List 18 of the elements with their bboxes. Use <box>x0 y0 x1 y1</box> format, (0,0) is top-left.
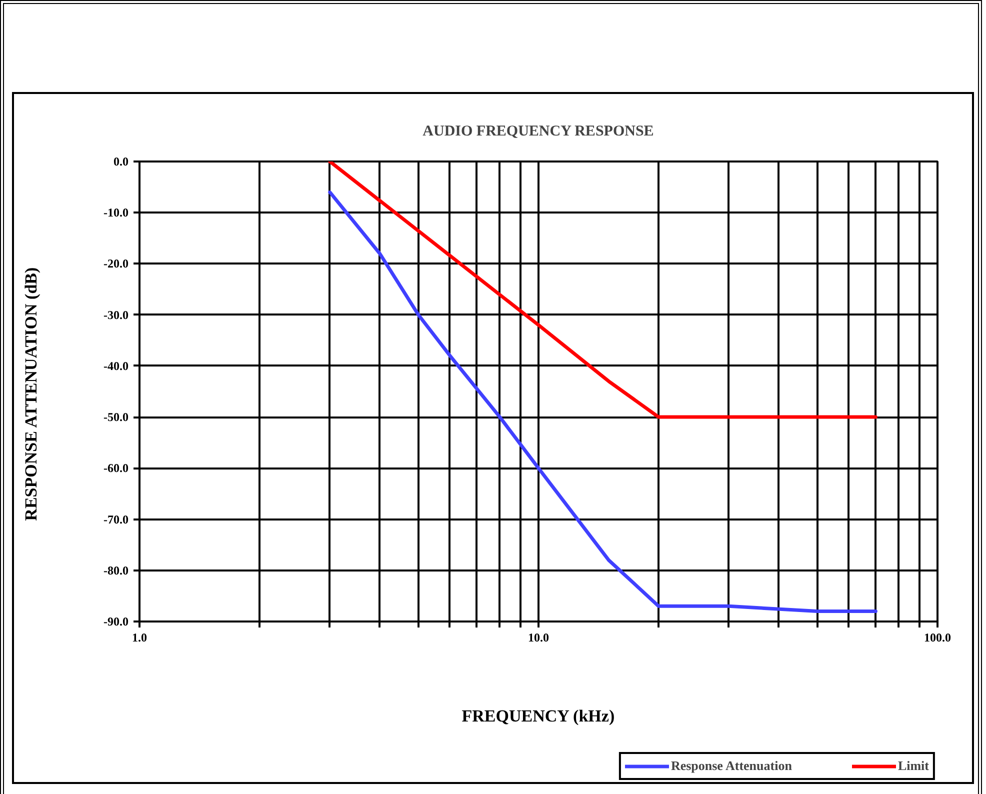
x-tick-label: 1.0 <box>132 630 147 644</box>
y-tick-label: -40.0 <box>104 358 129 373</box>
y-tick-label: -10.0 <box>104 206 129 220</box>
y-tick-label: -20.0 <box>104 256 129 271</box>
y-tick-label: -60.0 <box>104 461 129 476</box>
y-tick-label: -70.0 <box>104 512 129 526</box>
x-axis-title: FREQUENCY (kHz) <box>462 706 615 726</box>
legend-label: Response Attenuation <box>670 758 792 774</box>
y-tick-label: -30.0 <box>104 308 129 322</box>
y-axis-title: RESPONSE ATTENUATION (dB) <box>22 267 41 521</box>
y-tick-label: 0.0 <box>114 154 128 168</box>
x-tick-label: 10.0 <box>528 630 549 644</box>
legend-label: Limit <box>898 758 929 774</box>
chart-title: AUDIO FREQUENCY RESPONSE <box>422 124 654 140</box>
x-tick-label: 100.0 <box>924 630 951 644</box>
y-tick-label: -80.0 <box>104 563 129 578</box>
y-tick-label: -50.0 <box>104 410 129 424</box>
y-tick-label: -90.0 <box>104 614 129 628</box>
